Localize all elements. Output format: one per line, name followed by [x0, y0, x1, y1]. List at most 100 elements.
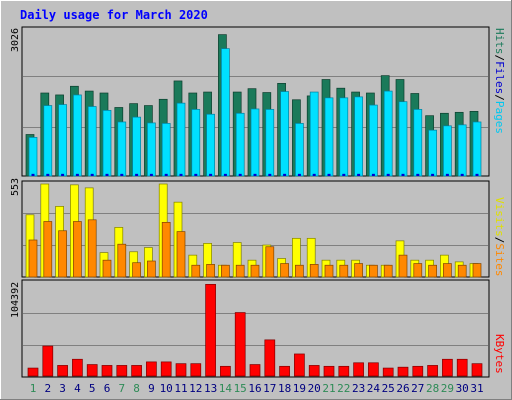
sites-bar-day-24: [369, 264, 378, 278]
sites-bar-day-20: [309, 264, 319, 278]
sites-bar-day-14: [221, 264, 230, 278]
bottom-bars: [27, 283, 483, 377]
day-label-12: 12: [189, 382, 202, 395]
day-label-30: 30: [456, 382, 469, 395]
day-label-15: 15: [234, 382, 247, 395]
top-bars: [25, 34, 482, 177]
pages-bar-day-14: [223, 173, 227, 176]
files-bar-day-5: [87, 106, 97, 177]
day-label-18: 18: [278, 382, 291, 395]
legend-pages: Pages: [493, 101, 506, 134]
day-label-6: 6: [104, 382, 111, 395]
pages-bar-day-8: [135, 173, 139, 176]
pages-bar-day-31: [475, 173, 479, 176]
kbytes-bar-day-2: [42, 345, 54, 377]
sites-bar-day-21: [324, 264, 334, 278]
kbytes-bar-day-1: [27, 367, 39, 377]
files-bar-day-27: [413, 109, 423, 177]
files-bar-day-30: [457, 124, 467, 177]
pages-bar-day-26: [401, 173, 405, 176]
files-bar-day-4: [73, 94, 82, 177]
files-bar-day-14: [221, 48, 230, 177]
files-bar-day-21: [324, 97, 334, 177]
chart-title: Daily usage for March 2020: [20, 8, 208, 22]
sites-bar-day-30: [457, 264, 467, 278]
day-label-22: 22: [337, 382, 350, 395]
pages-bar-day-28: [431, 173, 435, 176]
kbytes-bar-day-30: [456, 358, 468, 377]
files-bar-day-13: [206, 113, 215, 177]
sites-bar-day-26: [398, 254, 408, 278]
sites-bar-day-18: [280, 263, 289, 278]
sites-bar-day-16: [250, 264, 260, 278]
pages-bar-day-4: [75, 173, 79, 176]
kbytes-bar-day-12: [190, 363, 202, 377]
pages-bar-day-7: [120, 173, 124, 176]
sites-bar-day-17: [265, 246, 275, 278]
day-label-27: 27: [411, 382, 424, 395]
day-label-13: 13: [204, 382, 217, 395]
kbytes-bar-day-25: [382, 367, 394, 377]
legend-kbytes: KBytes: [493, 334, 506, 374]
pages-bar-day-16: [253, 173, 257, 176]
files-bar-day-10: [161, 123, 171, 177]
files-bar-day-22: [339, 97, 349, 177]
files-bar-day-29: [443, 125, 452, 177]
sites-bar-day-31: [472, 263, 482, 278]
kbytes-bar-day-24: [368, 362, 379, 377]
day-label-29: 29: [441, 382, 454, 395]
files-bar-day-9: [147, 122, 156, 177]
day-label-25: 25: [382, 382, 395, 395]
sites-bar-day-25: [383, 264, 393, 278]
kbytes-bar-day-13: [205, 283, 216, 377]
sites-bar-day-7: [117, 243, 127, 278]
pages-bar-day-19: [297, 173, 301, 176]
day-label-23: 23: [352, 382, 365, 395]
kbytes-bar-day-6: [101, 365, 113, 377]
pages-bar-day-22: [342, 173, 346, 176]
sites-bar-day-28: [428, 264, 437, 278]
kbytes-bar-day-27: [412, 365, 424, 377]
sites-bar-day-27: [413, 263, 423, 278]
files-bar-day-12: [191, 109, 201, 177]
top-legend: Hits/Files/Pages: [493, 28, 506, 134]
pages-bar-day-3: [61, 173, 65, 176]
sites-bar-day-15: [235, 264, 245, 278]
bottom-ymax-label: 104392: [10, 282, 21, 318]
pages-bar-day-21: [327, 173, 331, 176]
sites-bar-day-5: [87, 219, 97, 278]
day-label-26: 26: [396, 382, 409, 395]
sites-bar-day-9: [147, 260, 156, 278]
day-label-5: 5: [89, 382, 96, 395]
kbytes-bar-day-19: [294, 353, 305, 377]
sites-bar-day-8: [132, 262, 141, 278]
legend-hits: Hits: [493, 28, 506, 55]
sites-bar-day-6: [102, 259, 112, 278]
day-label-14: 14: [219, 382, 233, 395]
kbytes-bar-day-28: [427, 365, 438, 377]
files-bar-day-26: [398, 101, 408, 177]
kbytes-bar-day-14: [220, 365, 231, 377]
day-label-19: 19: [293, 382, 306, 395]
day-label-17: 17: [263, 382, 276, 395]
pages-bar-day-2: [46, 173, 50, 176]
day-label-4: 4: [74, 382, 81, 395]
day-label-11: 11: [174, 382, 187, 395]
files-bar-day-7: [117, 121, 127, 177]
pages-bar-day-20: [312, 173, 316, 176]
sites-bar-day-29: [443, 263, 452, 278]
pages-bar-day-1: [31, 173, 35, 176]
pages-bar-day-6: [105, 173, 109, 176]
files-bar-day-28: [428, 129, 437, 177]
sites-bar-day-1: [28, 239, 38, 278]
sites-bar-day-12: [191, 264, 201, 278]
files-bar-day-16: [250, 108, 260, 177]
files-bar-day-24: [369, 104, 378, 177]
day-label-10: 10: [160, 382, 173, 395]
kbytes-bar-day-31: [471, 363, 483, 377]
files-bar-day-25: [383, 90, 393, 177]
pages-bar-day-23: [357, 173, 361, 176]
middle-legend: Visits/Sites: [493, 197, 506, 277]
middle-bars: [25, 183, 482, 278]
